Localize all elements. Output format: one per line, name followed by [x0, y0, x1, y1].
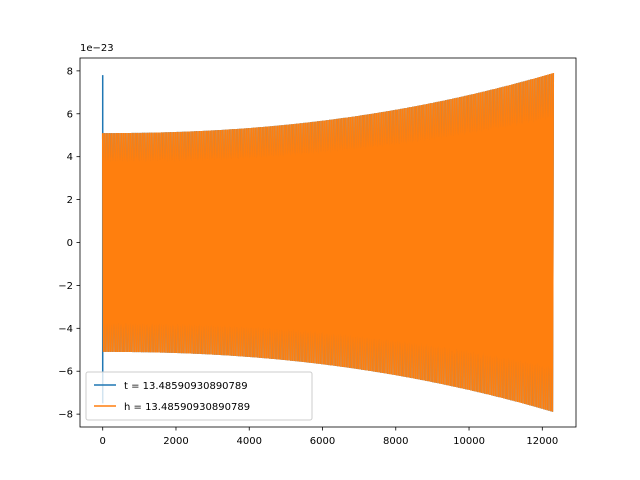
y-offset-text: 1e−23 — [80, 43, 114, 54]
legend-label: h = 13.48590930890789 — [124, 402, 250, 413]
x-tick-label: 4000 — [237, 436, 262, 447]
y-tick-label: −8 — [58, 410, 73, 421]
y-tick-label: 2 — [67, 195, 73, 206]
y-tick-label: −4 — [58, 324, 73, 335]
x-tick-label: 10000 — [453, 436, 485, 447]
x-axis: 0 2000 4000 6000 8000 10000 12000 — [100, 427, 558, 447]
y-tick-label: −6 — [58, 367, 73, 378]
x-tick-label: 6000 — [310, 436, 335, 447]
legend-entries: t = 13.48590930890789 h = 13.485909308907… — [94, 381, 250, 413]
legend: t = 13.48590930890789 h = 13.485909308907… — [85, 371, 313, 421]
x-tick-label: 8000 — [383, 436, 408, 447]
y-tick-label: 4 — [67, 152, 73, 163]
legend-label: t = 13.48590930890789 — [124, 381, 248, 392]
legend-box — [85, 371, 313, 421]
y-axis: −8 −6 −4 −2 0 2 4 6 8 — [58, 66, 80, 421]
y-tick-label: −2 — [58, 281, 73, 292]
y-tick-label: 6 — [67, 109, 73, 120]
y-tick-label: 0 — [67, 238, 73, 249]
series-layer — [101, 73, 555, 412]
y-tick-label: 8 — [67, 66, 73, 77]
series-line — [101, 73, 555, 412]
x-tick-label: 0 — [100, 436, 106, 447]
x-tick-label: 2000 — [163, 436, 188, 447]
x-tick-label: 12000 — [526, 436, 558, 447]
